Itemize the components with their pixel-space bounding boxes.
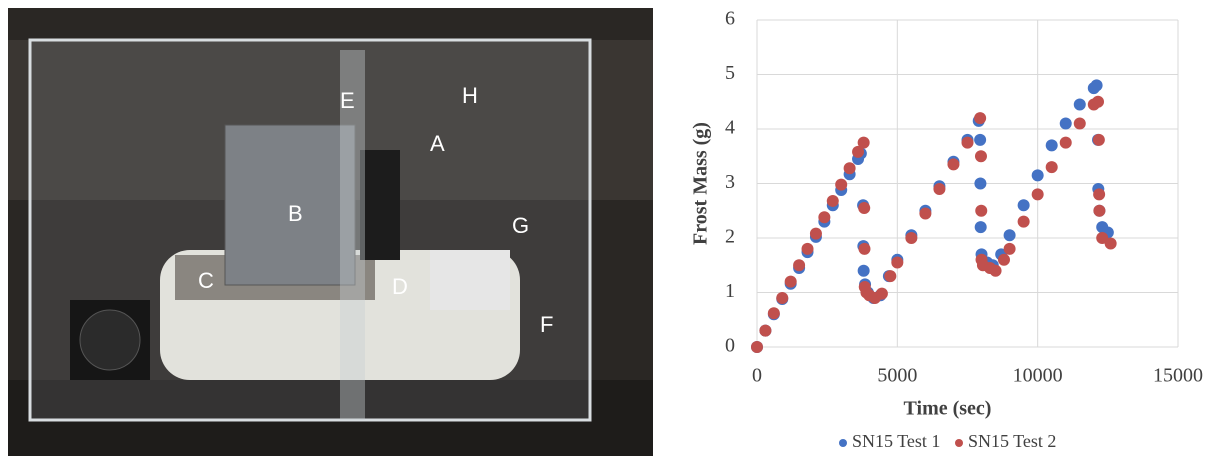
y-tick-label: 5: [725, 62, 735, 84]
point: [1046, 161, 1058, 173]
point: [858, 202, 870, 214]
y-tick-label: 0: [725, 335, 735, 357]
legend-label: SN15 Test 2: [968, 431, 1056, 451]
photo-label: G: [512, 213, 529, 238]
photo: A B C D E F G H: [8, 8, 653, 456]
point: [974, 134, 986, 146]
point: [818, 211, 830, 223]
point: [933, 183, 945, 195]
point: [884, 270, 896, 282]
point: [844, 162, 856, 174]
point: [990, 265, 1002, 277]
point: [1004, 243, 1016, 255]
display: [430, 250, 510, 310]
fan-block: [360, 150, 400, 260]
point: [998, 254, 1010, 266]
x-tick-label: 0: [752, 365, 762, 387]
point: [974, 178, 986, 190]
legend-marker: [955, 439, 963, 447]
point: [876, 288, 888, 300]
point: [1032, 169, 1044, 181]
point: [1018, 216, 1030, 228]
point: [802, 243, 814, 255]
legend-marker: [839, 439, 847, 447]
photo-label: D: [392, 274, 408, 299]
point: [835, 179, 847, 191]
y-tick-label: 6: [725, 8, 735, 30]
photo-label: F: [540, 312, 553, 337]
point: [1093, 188, 1105, 200]
point: [891, 257, 903, 269]
point: [1093, 205, 1105, 217]
point: [1105, 237, 1117, 249]
point: [1018, 199, 1030, 211]
point: [1046, 139, 1058, 151]
point: [1060, 118, 1072, 130]
point: [1060, 137, 1072, 149]
x-tick-label: 10000: [1013, 365, 1063, 387]
point: [919, 207, 931, 219]
point: [1093, 134, 1105, 146]
photo-label: E: [340, 88, 355, 113]
point: [1091, 79, 1103, 91]
point: [827, 195, 839, 207]
point: [810, 228, 822, 240]
photo-label: C: [198, 268, 214, 293]
x-tick-label: 5000: [877, 365, 917, 387]
y-tick-label: 3: [725, 171, 735, 193]
fan-blade: [80, 310, 140, 370]
point: [759, 325, 771, 337]
point: [776, 292, 788, 304]
point: [858, 243, 870, 255]
chart: 0 1 2 3 4 5 6 0 5000 10000 15000 Time (sec) Frost Ma…: [690, 8, 1203, 452]
point: [785, 276, 797, 288]
point: [1074, 98, 1086, 110]
point: [962, 137, 974, 149]
photo-label: H: [462, 83, 478, 108]
point: [858, 265, 870, 277]
point: [751, 341, 763, 353]
point: [975, 205, 987, 217]
x-tick-label: 15000: [1153, 365, 1203, 387]
photo-label: B: [288, 201, 303, 226]
point: [1092, 96, 1104, 108]
point: [947, 158, 959, 170]
point: [975, 221, 987, 233]
point: [975, 150, 987, 162]
y-tick-label: 1: [725, 280, 735, 302]
page: A B C D E F G H 0 1 2 3 4 5 6 0 5000 10000 15000 Ti…: [0, 0, 1217, 462]
legend-label: SN15 Test 1: [852, 431, 940, 451]
point: [768, 307, 780, 319]
point: [1074, 118, 1086, 130]
point: [1032, 188, 1044, 200]
point: [858, 137, 870, 149]
x-axis-label: Time (sec): [904, 398, 992, 420]
point: [793, 259, 805, 271]
point: [905, 232, 917, 244]
y-tick-label: 4: [725, 117, 735, 139]
point: [974, 112, 986, 124]
y-tick-label: 2: [725, 226, 735, 248]
point: [1004, 229, 1016, 241]
photo-label: A: [430, 131, 445, 156]
y-axis-label: Frost Mass (g): [690, 122, 712, 245]
